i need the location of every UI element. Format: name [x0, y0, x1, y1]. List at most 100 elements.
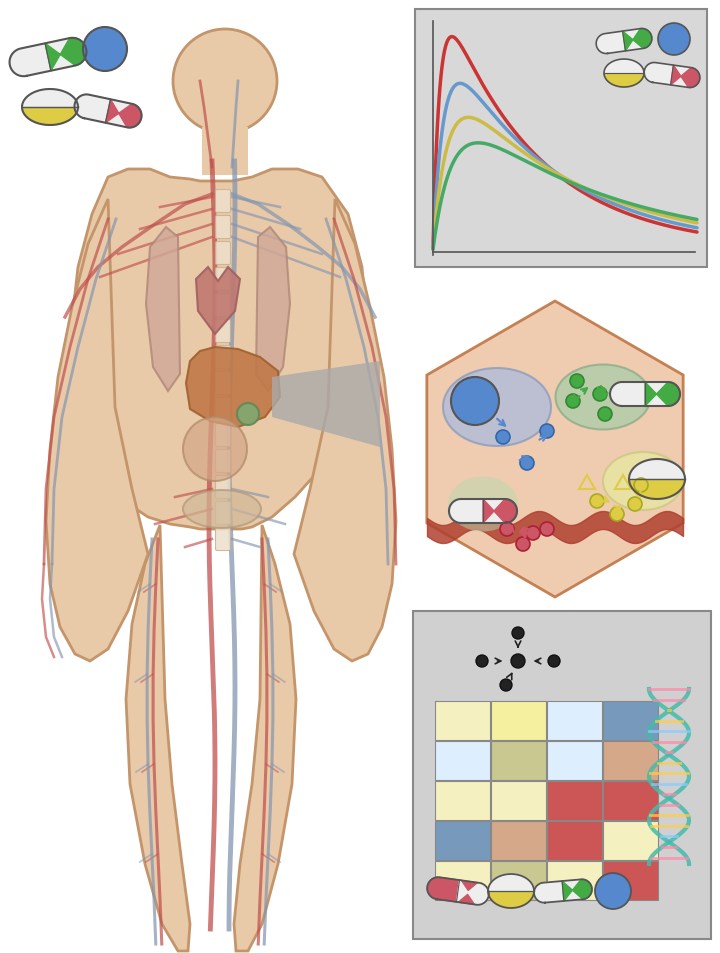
Circle shape: [628, 497, 642, 512]
Polygon shape: [186, 348, 280, 428]
FancyBboxPatch shape: [215, 476, 230, 499]
Polygon shape: [488, 874, 534, 891]
Polygon shape: [22, 108, 78, 126]
Circle shape: [183, 417, 247, 481]
Circle shape: [512, 627, 524, 639]
Polygon shape: [456, 881, 489, 904]
Polygon shape: [74, 95, 142, 129]
Polygon shape: [106, 100, 142, 129]
FancyBboxPatch shape: [215, 372, 230, 395]
Bar: [547, 781, 602, 821]
Bar: [435, 741, 490, 781]
FancyBboxPatch shape: [215, 320, 230, 343]
FancyBboxPatch shape: [215, 346, 230, 369]
Polygon shape: [272, 361, 380, 448]
FancyBboxPatch shape: [215, 242, 230, 265]
Circle shape: [540, 424, 554, 438]
FancyBboxPatch shape: [215, 528, 230, 551]
Polygon shape: [294, 200, 396, 661]
Polygon shape: [146, 228, 180, 392]
Bar: [435, 821, 490, 861]
Circle shape: [496, 431, 510, 444]
Ellipse shape: [448, 477, 518, 532]
Polygon shape: [483, 499, 517, 523]
Polygon shape: [604, 74, 644, 88]
Polygon shape: [596, 30, 652, 54]
Circle shape: [476, 656, 488, 667]
Bar: [491, 741, 546, 781]
Polygon shape: [604, 60, 644, 74]
Circle shape: [595, 873, 631, 909]
Bar: [603, 781, 658, 821]
FancyBboxPatch shape: [215, 268, 230, 292]
Ellipse shape: [556, 365, 650, 430]
Bar: [547, 862, 602, 900]
Polygon shape: [46, 200, 148, 661]
Polygon shape: [645, 382, 680, 407]
Circle shape: [598, 408, 612, 421]
Polygon shape: [449, 499, 517, 523]
Bar: [491, 781, 546, 821]
Circle shape: [540, 522, 554, 537]
FancyBboxPatch shape: [215, 294, 230, 317]
Polygon shape: [427, 878, 489, 904]
Polygon shape: [427, 302, 683, 598]
Circle shape: [516, 537, 530, 552]
FancyBboxPatch shape: [415, 10, 707, 268]
Bar: [603, 862, 658, 900]
Polygon shape: [488, 891, 534, 908]
Circle shape: [520, 456, 534, 471]
Polygon shape: [562, 880, 592, 901]
Bar: [603, 821, 658, 861]
Bar: [491, 701, 546, 740]
Polygon shape: [234, 525, 296, 951]
Polygon shape: [623, 30, 652, 51]
Circle shape: [610, 507, 624, 521]
Bar: [547, 741, 602, 781]
FancyBboxPatch shape: [215, 502, 230, 525]
Circle shape: [500, 679, 512, 691]
Ellipse shape: [443, 369, 551, 447]
FancyBboxPatch shape: [215, 424, 230, 447]
Polygon shape: [22, 90, 78, 108]
Polygon shape: [196, 268, 240, 335]
Bar: [547, 701, 602, 740]
FancyBboxPatch shape: [202, 128, 248, 175]
Bar: [435, 701, 490, 740]
Circle shape: [83, 28, 127, 71]
Bar: [491, 862, 546, 900]
Polygon shape: [126, 525, 190, 951]
Polygon shape: [45, 39, 86, 71]
Polygon shape: [644, 64, 700, 89]
FancyBboxPatch shape: [215, 398, 230, 421]
FancyBboxPatch shape: [215, 216, 230, 239]
Ellipse shape: [603, 453, 683, 511]
Bar: [491, 821, 546, 861]
Circle shape: [500, 522, 514, 537]
Circle shape: [237, 403, 259, 426]
Ellipse shape: [183, 491, 261, 529]
Polygon shape: [9, 39, 86, 77]
Polygon shape: [629, 459, 685, 479]
Circle shape: [590, 495, 604, 509]
Bar: [435, 781, 490, 821]
FancyBboxPatch shape: [413, 612, 711, 939]
Circle shape: [526, 526, 540, 540]
Bar: [603, 741, 658, 781]
Circle shape: [511, 655, 525, 668]
Circle shape: [548, 656, 560, 667]
Polygon shape: [534, 880, 592, 902]
Circle shape: [173, 30, 277, 133]
Polygon shape: [629, 479, 685, 499]
Circle shape: [634, 478, 648, 493]
Circle shape: [451, 377, 499, 426]
FancyBboxPatch shape: [215, 191, 230, 213]
Polygon shape: [70, 170, 368, 530]
Bar: [435, 862, 490, 900]
Polygon shape: [670, 66, 700, 89]
Bar: [603, 701, 658, 740]
Polygon shape: [256, 228, 290, 392]
Circle shape: [593, 388, 607, 401]
FancyBboxPatch shape: [215, 450, 230, 473]
Circle shape: [658, 24, 690, 56]
